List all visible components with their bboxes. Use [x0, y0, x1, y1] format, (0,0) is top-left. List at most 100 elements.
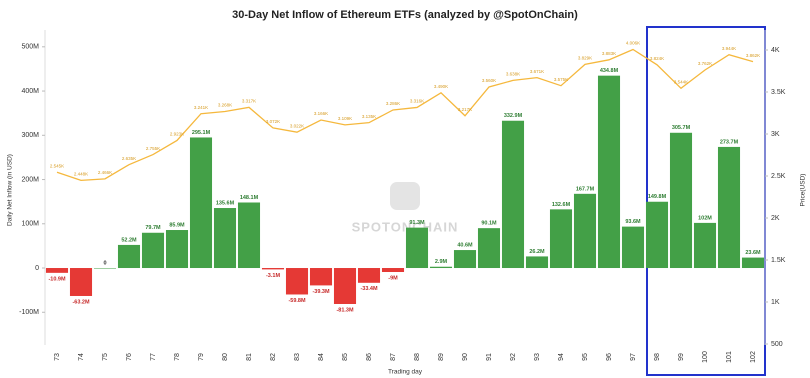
y2-tick-label: 1.5K: [771, 257, 786, 264]
price-value-label: 3.829K: [578, 56, 592, 61]
y-tick-label: 0: [35, 265, 39, 272]
bar-value-label: 52.2M: [121, 237, 137, 243]
bar: [141, 232, 165, 269]
watermark: SPOTONCHAIN: [352, 219, 459, 234]
price-value-label: 3.109K: [338, 116, 352, 121]
bar-value-label: 332.9M: [504, 113, 523, 119]
bar-value-label: 40.6M: [457, 243, 473, 249]
price-value-label: 2.466K: [98, 170, 112, 175]
y2-tick-label: 2K: [771, 215, 780, 222]
x-tick-label: 100: [702, 351, 709, 363]
price-value-label: 3.575K: [554, 77, 568, 82]
bar: [45, 268, 69, 273]
bar: [261, 268, 285, 270]
x-tick-label: 97: [630, 353, 637, 361]
bar: [333, 268, 357, 304]
bar: [357, 268, 381, 283]
price-value-label: 3.022K: [290, 123, 304, 128]
x-tick-label: 77: [150, 353, 157, 361]
bar: [573, 193, 597, 269]
price-value-label: 3.762K: [698, 61, 712, 66]
bar-value-label: -39.3M: [312, 289, 330, 295]
bar: [213, 208, 237, 269]
x-tick-label: 90: [462, 353, 469, 361]
price-value-label: 3.824K: [650, 56, 664, 61]
bar: [309, 268, 333, 286]
bar: [693, 222, 717, 269]
price-value-label: 3.268K: [218, 103, 232, 108]
bar-value-label: 434.8M: [600, 68, 619, 74]
y2-tick-label: 4K: [771, 47, 780, 54]
y-tick-label: 400M: [21, 88, 39, 95]
bar: [501, 120, 525, 269]
price-value-label: 3.944K: [722, 46, 736, 51]
x-tick-label: 102: [750, 351, 757, 363]
bar-value-label: 132.6M: [552, 202, 571, 208]
bar: [597, 75, 621, 269]
x-tick-label: 75: [102, 353, 109, 361]
bar-value-label: 102M: [698, 215, 712, 221]
bar-value-label: 305.7M: [672, 125, 691, 131]
y2-tick-label: 3K: [771, 131, 780, 138]
x-tick-label: 98: [654, 353, 661, 361]
price-value-label: 2.923K: [170, 132, 184, 137]
x-tick-label: 93: [534, 353, 541, 361]
price-value-label: 3.316K: [410, 99, 424, 104]
bar: [621, 226, 645, 269]
y-tick-label: 100M: [21, 221, 39, 228]
bar: [429, 266, 453, 269]
price-value-label: 3.544K: [674, 79, 688, 84]
bar-value-label: 295.1M: [192, 130, 211, 136]
bar-value-label: -63.2M: [72, 299, 90, 305]
y-axis-label: Daily Net Inflow (in USD): [7, 154, 14, 226]
x-tick-label: 101: [726, 351, 733, 363]
y2-tick-label: 500: [771, 341, 783, 348]
bar-value-label: -3.1M: [266, 273, 280, 279]
bar: [165, 230, 189, 269]
bar-value-label: 90.1M: [481, 221, 497, 227]
bar: [525, 256, 549, 269]
bar-value-label: 0: [103, 260, 106, 266]
y-tick-label: 300M: [21, 132, 39, 139]
x-tick-label: 73: [54, 353, 61, 361]
x-tick-label: 78: [174, 353, 181, 361]
x-tick-label: 95: [582, 353, 589, 361]
price-value-label: 3.241K: [194, 105, 208, 110]
price-line: [56, 48, 754, 182]
x-tick-label: 85: [342, 353, 349, 361]
price-value-label: 3.638K: [506, 72, 520, 77]
x-tick-label: 79: [198, 353, 205, 361]
bar: [93, 268, 117, 269]
bar-value-label: 273.7M: [720, 139, 739, 145]
bar: [381, 268, 405, 273]
y2-tick-label: 3.5K: [771, 89, 786, 96]
bar-value-label: 23.6M: [745, 250, 761, 256]
y2-axis-label: Price(USD): [800, 174, 807, 207]
x-tick-label: 88: [414, 353, 421, 361]
x-axis-label: Trading day: [388, 369, 423, 376]
x-tick-label: 86: [366, 353, 373, 361]
y-tick-label: 500M: [21, 44, 39, 51]
price-value-label: 2.755K: [146, 146, 160, 151]
bar: [405, 227, 429, 269]
price-value-label: 2.545K: [50, 163, 64, 168]
x-tick-label: 89: [438, 353, 445, 361]
bar: [285, 268, 309, 295]
x-tick-label: 80: [222, 353, 229, 361]
bar: [69, 268, 93, 296]
price-value-label: 2.635K: [122, 156, 136, 161]
bar-value-label: -59.8M: [288, 298, 306, 304]
y2-tick-label: 1K: [771, 299, 780, 306]
bar: [453, 250, 477, 269]
bar: [549, 209, 573, 269]
y2-tick-label: 2.5K: [771, 173, 786, 180]
x-tick-label: 82: [270, 353, 277, 361]
price-value-label: 3.862K: [746, 53, 760, 58]
x-tick-label: 99: [678, 353, 685, 361]
bar-value-label: 149.8M: [648, 194, 667, 200]
x-tick-label: 84: [318, 353, 325, 361]
bar-value-label: -9M: [388, 275, 398, 281]
bar-value-label: -33.4M: [360, 286, 378, 292]
price-value-label: 3.072K: [266, 119, 280, 124]
